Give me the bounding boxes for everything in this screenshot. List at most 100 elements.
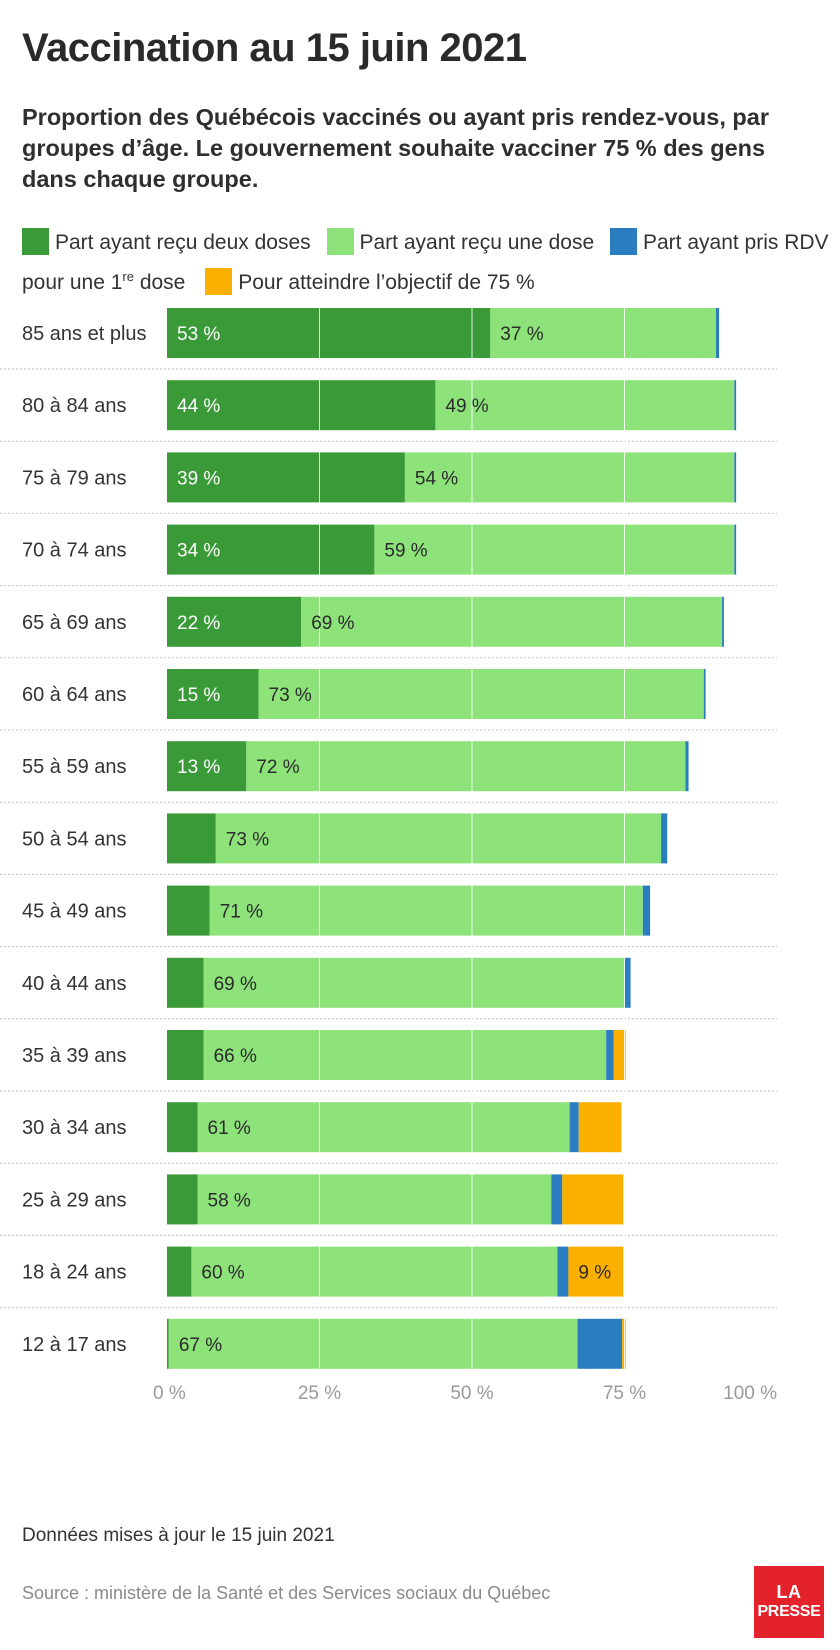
bar-objective xyxy=(578,1102,622,1153)
data-label: 39 % xyxy=(177,468,220,489)
data-label: 54 % xyxy=(415,468,458,489)
bar-two_doses xyxy=(167,1030,204,1080)
bar-two_doses xyxy=(167,380,436,431)
chart-title: Vaccination au 15 juin 2021 xyxy=(22,26,527,70)
legend-swatch-two-doses xyxy=(22,228,49,255)
data-label: 13 % xyxy=(177,757,220,778)
legend-label-objective: Pour atteindre l’objectif de 75 % xyxy=(238,271,535,294)
chart-subtitle: Proportion des Québécois vaccinés ou aya… xyxy=(22,104,769,192)
bar-rdv xyxy=(734,380,737,431)
bar-one_dose xyxy=(191,1246,558,1297)
data-label: 53 % xyxy=(177,324,220,345)
update-footnote: Données mises à jour le 15 juin 2021 xyxy=(22,1525,335,1546)
x-tick-label: 75 % xyxy=(603,1383,646,1404)
bar-rdv xyxy=(557,1246,569,1297)
x-tick-label: 25 % xyxy=(298,1383,341,1404)
bar-two_doses xyxy=(167,1318,169,1369)
legend-item-rdv: Part ayant pris RDV pour une 1re dose xyxy=(22,228,829,294)
category-label: 85 ans et plus xyxy=(22,323,147,345)
category-label: 50 à 54 ans xyxy=(22,828,127,850)
bar-rdv xyxy=(716,308,720,358)
x-tick-label: 100 % xyxy=(723,1383,777,1404)
data-label: 69 % xyxy=(311,613,354,634)
data-label: 72 % xyxy=(256,757,299,778)
bar-two_doses xyxy=(167,1246,192,1297)
bar-rdv xyxy=(734,524,737,575)
data-label: 60 % xyxy=(201,1263,244,1284)
bar-one_dose xyxy=(197,1102,570,1153)
legend-label-one-dose: Part ayant reçu une dose xyxy=(359,231,595,254)
legend-label-rdv-sup: re xyxy=(122,269,134,284)
bar-two_doses xyxy=(167,308,491,358)
category-label: 70 à 74 ans xyxy=(22,540,127,562)
data-label: 44 % xyxy=(177,396,220,417)
data-label: 66 % xyxy=(214,1046,257,1067)
bar-rdv xyxy=(642,885,651,936)
bar-one_dose xyxy=(246,741,686,792)
data-label: 69 % xyxy=(214,974,257,995)
category-label: 60 à 64 ans xyxy=(22,684,127,706)
bar-two_doses xyxy=(167,741,247,792)
logo-line-1: LA xyxy=(776,1582,802,1602)
legend-item-one-dose: Part ayant reçu une dose xyxy=(326,226,595,260)
bar-two_doses xyxy=(167,596,302,647)
bar-two_doses xyxy=(167,813,216,864)
bar-rdv xyxy=(551,1174,563,1225)
category-label: 30 à 34 ans xyxy=(22,1117,127,1139)
category-label: 65 à 69 ans xyxy=(22,612,127,634)
category-label: 55 à 59 ans xyxy=(22,756,127,778)
bar-objective xyxy=(613,1030,626,1080)
bar-rdv xyxy=(703,669,706,719)
bar-objective xyxy=(622,1318,626,1369)
bar-two_doses xyxy=(167,669,259,719)
data-label: 67 % xyxy=(179,1335,222,1356)
data-label: 22 % xyxy=(177,613,220,634)
bar-one_dose xyxy=(374,524,735,575)
data-label: 61 % xyxy=(208,1118,251,1139)
data-label: 73 % xyxy=(226,829,269,850)
bar-one_dose xyxy=(258,669,704,719)
category-label: 45 à 49 ans xyxy=(22,901,127,923)
la-presse-logo: LA PRESSE xyxy=(754,1566,824,1638)
bar-rdv xyxy=(569,1102,579,1153)
category-label: 75 à 79 ans xyxy=(22,467,127,489)
bar-one_dose xyxy=(301,596,723,647)
bar-one_dose xyxy=(435,380,735,431)
data-label: 34 % xyxy=(177,541,220,562)
category-label: 40 à 44 ans xyxy=(22,973,127,995)
bar-one_dose xyxy=(209,885,643,936)
stacked-bar-chart: 85 ans et plus 80 à 84 ans 75 à 79 ans 70 à… xyxy=(0,308,777,1404)
bar-one_dose xyxy=(203,957,625,1008)
legend-label-rdv-suffix: dose xyxy=(133,271,186,294)
legend-label-rdv-text: Part ayant pris RDV pour une 1 xyxy=(22,231,829,294)
bar-two_doses xyxy=(167,957,204,1008)
data-label: 49 % xyxy=(445,396,488,417)
data-label: 58 % xyxy=(208,1190,251,1211)
bar-two_doses xyxy=(167,1102,198,1153)
bar-one_dose xyxy=(215,813,662,864)
bar-one_dose xyxy=(197,1174,552,1225)
legend-item-objective: Pour atteindre l’objectif de 75 % xyxy=(205,266,535,300)
legend-label-two-doses: Part ayant reçu deux doses xyxy=(55,231,311,254)
category-label: 12 à 17 ans xyxy=(22,1334,127,1356)
data-label: 71 % xyxy=(220,902,263,923)
bar-rdv xyxy=(624,957,631,1008)
data-label: 37 % xyxy=(500,324,543,345)
legend-swatch-rdv xyxy=(610,228,637,255)
bar-two_doses xyxy=(167,452,405,503)
bar-two_doses xyxy=(167,524,375,575)
bar-one_dose xyxy=(168,1318,578,1369)
data-label: 15 % xyxy=(177,685,220,706)
bar-one_dose xyxy=(490,308,716,358)
bar-objective xyxy=(568,1246,624,1297)
category-label: 80 à 84 ans xyxy=(22,395,127,417)
bar-rdv xyxy=(734,452,737,503)
data-label: 73 % xyxy=(269,685,312,706)
legend-swatch-one-dose xyxy=(326,228,354,255)
bar-two_doses xyxy=(167,885,210,936)
x-tick-label: 50 % xyxy=(450,1383,493,1404)
bar-rdv xyxy=(661,813,668,864)
category-label: 35 à 39 ans xyxy=(22,1045,127,1067)
bar-rdv xyxy=(577,1318,623,1369)
x-tick-label: 0 % xyxy=(153,1383,186,1404)
